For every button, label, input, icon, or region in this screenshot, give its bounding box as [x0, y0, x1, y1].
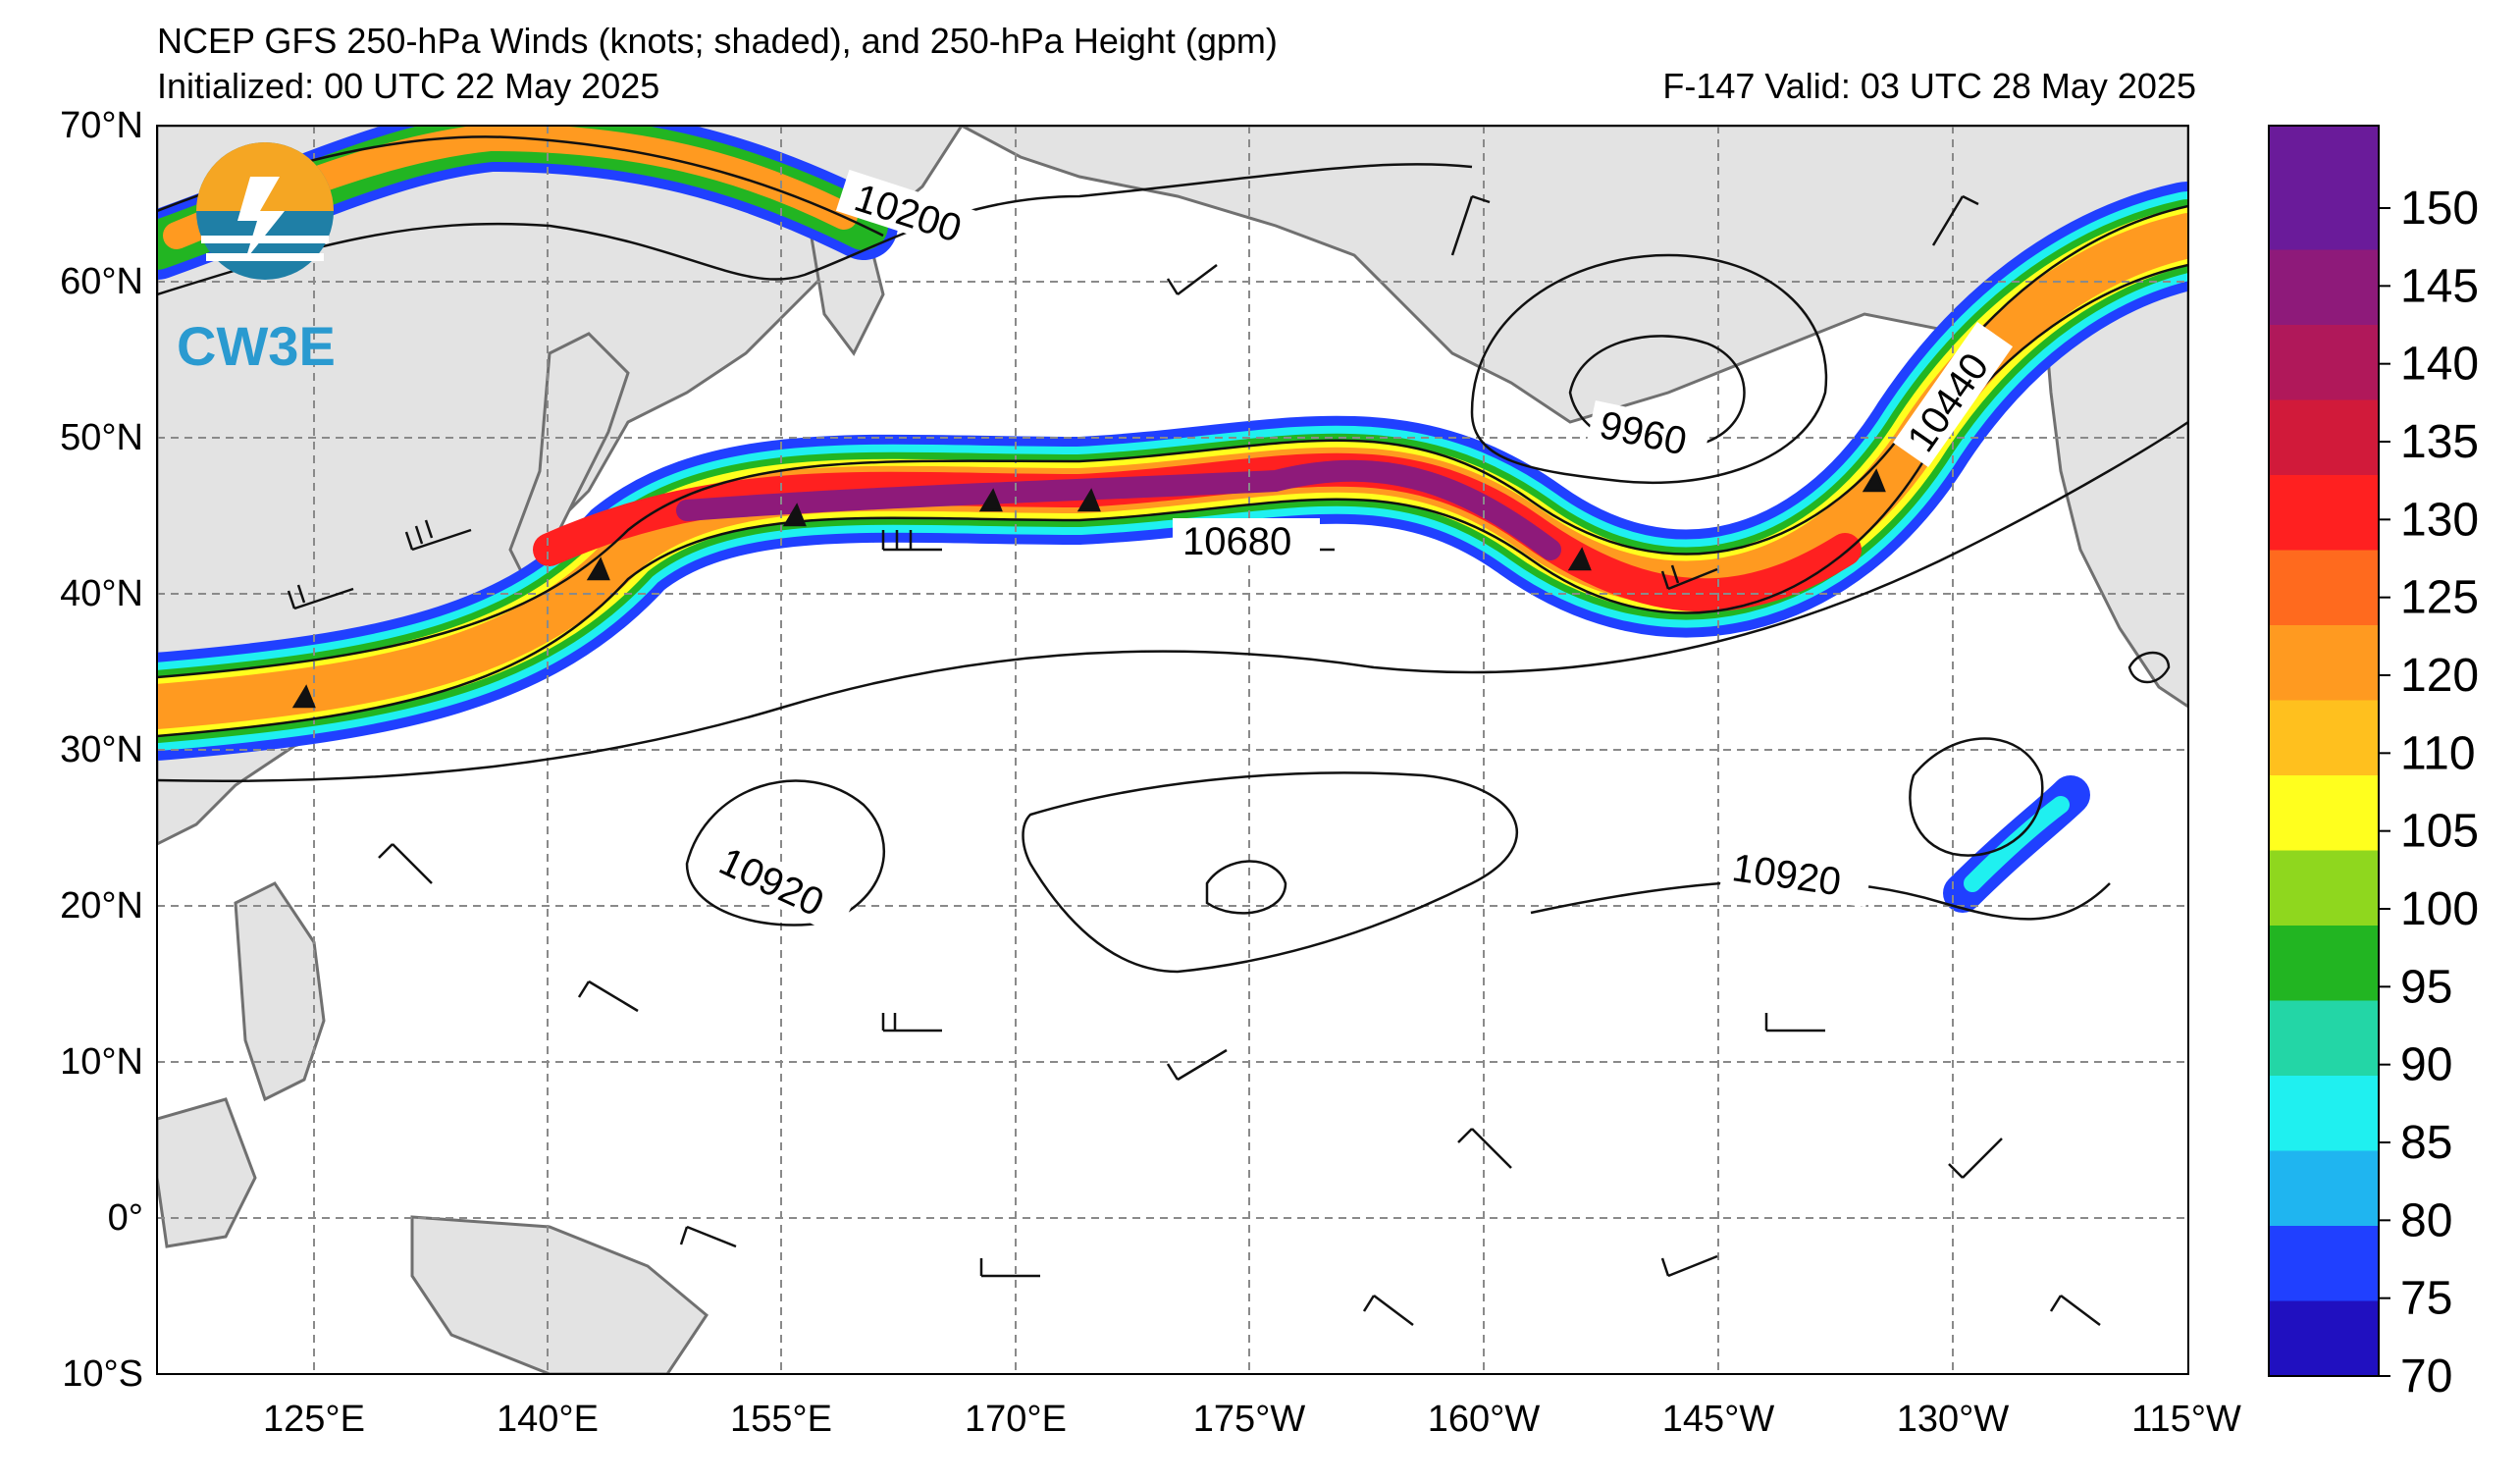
latitude-labels: 70°N 60°N 50°N 40°N 30°N 20°N 10°N 0° 10… — [60, 105, 143, 1395]
lat-label-40n: 40°N — [60, 573, 143, 614]
colorbar-label: 95 — [2400, 961, 2452, 1013]
longitude-labels: 125°E 140°E 155°E 170°E 175°W 160°W 145°… — [263, 1399, 2241, 1440]
colorbar-segment — [2269, 775, 2379, 851]
colorbar-label: 140 — [2400, 339, 2479, 391]
land-japan — [508, 332, 630, 593]
colorbar-label: 150 — [2400, 183, 2479, 235]
colorbar-label: 75 — [2400, 1273, 2452, 1325]
colorbar-label: 145 — [2400, 260, 2479, 312]
map-frame — [156, 125, 2189, 1375]
colorbar-frame — [2268, 125, 2380, 1377]
contour-label-10680: 10680 — [1182, 520, 1291, 563]
lon-label-130w: 130°W — [1897, 1399, 2010, 1440]
colorbar-label: 85 — [2400, 1117, 2452, 1169]
colorbar-segment — [2269, 1076, 2379, 1151]
land-new-guinea — [410, 1215, 709, 1374]
colorbar-label: 120 — [2400, 650, 2479, 702]
cw3e-logo: CW3E — [177, 142, 336, 377]
lon-label-125e: 125°E — [263, 1399, 365, 1440]
colorbar-segment — [2269, 926, 2379, 1001]
lat-label-0: 0° — [108, 1197, 143, 1239]
init-time: Initialized: 00 UTC 22 May 2025 — [157, 66, 660, 106]
colorbar-segment — [2269, 550, 2379, 625]
wind-barbs — [287, 194, 2101, 1326]
colorbar-label: 90 — [2400, 1039, 2452, 1091]
colorbar-segment — [2269, 1300, 2379, 1376]
logo-text: CW3E — [177, 315, 336, 377]
colorbar-segment — [2269, 475, 2379, 551]
lat-label-50n: 50°N — [60, 417, 143, 458]
colorbar-label: 125 — [2400, 572, 2479, 624]
lat-label-70n: 70°N — [60, 105, 143, 146]
colorbar-label: 70 — [2400, 1351, 2452, 1403]
lat-label-20n: 20°N — [60, 885, 143, 927]
lon-label-160w: 160°W — [1428, 1399, 1541, 1440]
colorbar-label: 105 — [2400, 806, 2479, 858]
colorbar-segment — [2269, 126, 2379, 250]
colorbar-segment — [2269, 625, 2379, 701]
lat-label-30n: 30°N — [60, 729, 143, 770]
colorbar: 150 145 140 135 130 125 120 110 105 100 95 90 85 80 75… — [2268, 125, 2479, 1403]
map-title: NCEP GFS 250-hPa Winds (knots; shaded), … — [157, 21, 1278, 61]
lon-label-175w: 175°W — [1193, 1399, 1306, 1440]
contour-labels: 10200 9960 10440 10680 10920 10920 — [704, 169, 2014, 936]
lon-label-145w: 145°W — [1662, 1399, 1775, 1440]
colorbar-label: 130 — [2400, 494, 2479, 546]
colorbar-segment — [2269, 1000, 2379, 1076]
lat-label-10s: 10°S — [62, 1353, 143, 1395]
colorbar-segment — [2269, 700, 2379, 775]
colorbar-segment — [2269, 850, 2379, 926]
lon-label-140e: 140°E — [497, 1399, 599, 1440]
colorbar-segment — [2269, 1226, 2379, 1301]
colorbar-label: 100 — [2400, 883, 2479, 935]
lon-label-155e: 155°E — [730, 1399, 832, 1440]
colorbar-segment — [2269, 249, 2379, 325]
valid-time: F-147 Valid: 03 UTC 28 May 2025 — [1662, 66, 2196, 106]
colorbar-label: 135 — [2400, 416, 2479, 468]
land-borneo — [157, 1097, 257, 1248]
colorbar-segment — [2269, 1150, 2379, 1226]
lon-label-115w: 115°W — [2131, 1399, 2241, 1440]
lat-label-10n: 10°N — [60, 1041, 143, 1083]
colorbar-segment — [2269, 325, 2379, 400]
colorbar-label: 80 — [2400, 1194, 2452, 1246]
colorbar-segment — [2269, 399, 2379, 475]
colorbar-label: 110 — [2400, 727, 2476, 779]
lat-label-60n: 60°N — [60, 261, 143, 302]
lon-label-170e: 170°E — [965, 1399, 1067, 1440]
graticule — [157, 126, 2188, 1374]
